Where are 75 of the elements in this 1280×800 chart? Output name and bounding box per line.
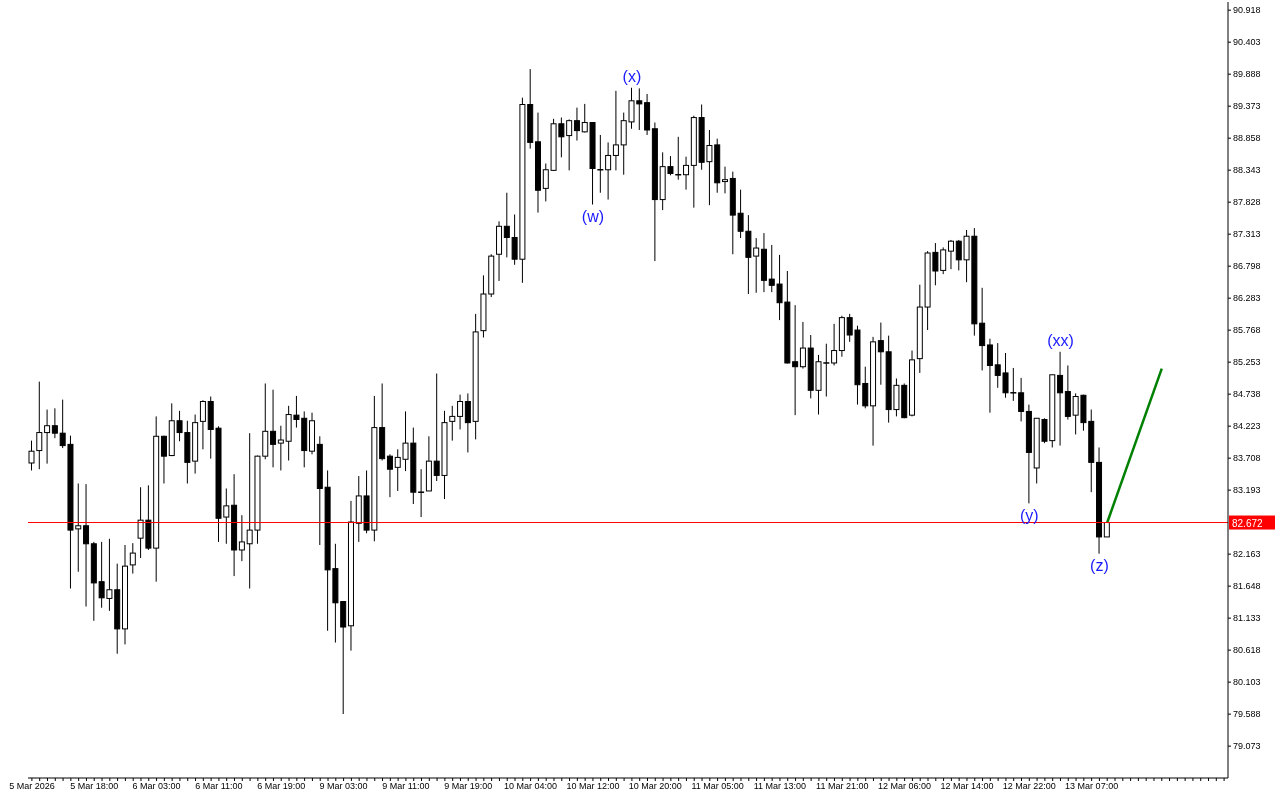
y-tick-label: 84.738 xyxy=(1233,389,1261,400)
candlestick xyxy=(51,407,58,439)
candlestick xyxy=(1018,377,1025,422)
x-tick-label: 5 Mar 18:00 xyxy=(70,781,119,792)
candlestick xyxy=(270,389,277,468)
candlestick xyxy=(947,239,954,270)
x-tick-label: 12 Mar 14:00 xyxy=(940,781,994,792)
candlestick xyxy=(986,338,993,414)
y-tick-label: 83.708 xyxy=(1233,453,1261,464)
candlestick xyxy=(28,440,35,471)
candlestick xyxy=(792,304,799,416)
y-tick-label: 85.768 xyxy=(1233,325,1261,336)
candlestick xyxy=(457,394,464,430)
y-tick-label: 90.403 xyxy=(1233,37,1261,48)
candlestick xyxy=(605,141,612,201)
x-tick-label: 11 Mar 13:00 xyxy=(753,781,807,792)
x-tick-label: 11 Mar 05:00 xyxy=(691,781,744,792)
y-tick-label: 81.133 xyxy=(1233,613,1261,624)
candlestick xyxy=(722,166,729,194)
candlestick xyxy=(573,107,580,142)
candlestick xyxy=(238,514,245,562)
x-tick-label: 9 Mar 03:00 xyxy=(319,781,368,792)
ref-line-label: 82.672 xyxy=(1232,517,1264,529)
y-tick-label: 88.858 xyxy=(1233,133,1261,144)
candlestick xyxy=(464,392,471,453)
y-tick-label: 79.588 xyxy=(1233,709,1261,720)
candlestick xyxy=(831,323,838,366)
y-tick-label: 87.828 xyxy=(1233,197,1261,208)
annotation: (x) xyxy=(622,67,642,85)
annotation: (w) xyxy=(581,207,605,225)
x-tick-label: 10 Mar 12:00 xyxy=(566,781,620,792)
candlestick xyxy=(83,483,90,608)
annotation: (z) xyxy=(1090,557,1109,575)
y-tick-label: 81.648 xyxy=(1233,581,1261,592)
y-tick-label: 85.253 xyxy=(1233,357,1261,368)
y-tick-label: 86.283 xyxy=(1233,293,1261,304)
candlestick xyxy=(596,134,605,194)
candlestick xyxy=(129,542,136,575)
x-tick-label: 9 Mar 11:00 xyxy=(382,781,430,792)
candlestick xyxy=(683,156,690,191)
y-tick-label: 89.373 xyxy=(1233,101,1261,112)
x-tick-label: 6 Mar 11:00 xyxy=(195,781,243,792)
candlestick xyxy=(417,468,425,518)
candlestick xyxy=(1057,351,1064,447)
y-tick-label: 88.343 xyxy=(1233,165,1261,176)
y-tick-label: 83.193 xyxy=(1233,485,1261,496)
candlestick xyxy=(199,399,206,450)
candlestick xyxy=(612,90,619,171)
x-tick-label: 10 Mar 20:00 xyxy=(628,781,682,792)
candlestick xyxy=(44,409,51,465)
candlestick xyxy=(449,405,456,442)
y-tick-label: 87.313 xyxy=(1233,229,1261,240)
x-tick-label: 6 Mar 19:00 xyxy=(257,781,306,792)
y-tick-label: 82.163 xyxy=(1233,549,1261,560)
candlestick xyxy=(799,321,806,370)
x-tick-label: 12 Mar 06:00 xyxy=(878,781,932,792)
x-tick-label: 11 Mar 21:00 xyxy=(816,781,869,792)
y-tick-label: 90.918 xyxy=(1233,5,1261,16)
x-tick-label: 10 Mar 04:00 xyxy=(504,781,558,792)
y-tick-label: 89.888 xyxy=(1233,69,1261,80)
y-tick-label: 79.073 xyxy=(1233,741,1261,752)
y-tick-label: 84.223 xyxy=(1233,421,1261,432)
y-tick-label: 86.798 xyxy=(1233,261,1261,272)
candlestick xyxy=(36,381,43,470)
annotation: (y) xyxy=(1019,506,1039,524)
candlestick xyxy=(386,453,393,498)
x-tick-label: 9 Mar 19:00 xyxy=(444,781,493,792)
y-tick-label: 80.618 xyxy=(1233,645,1261,656)
x-tick-label: 13 Mar 07:00 xyxy=(1065,781,1119,792)
x-tick-label: 5 Mar 2026 xyxy=(9,781,55,792)
candlestick xyxy=(160,435,167,485)
annotation: (xx) xyxy=(1047,331,1074,349)
x-tick-label: 12 Mar 22:00 xyxy=(1002,781,1056,792)
x-tick-label: 6 Mar 03:00 xyxy=(132,781,181,792)
y-tick-label: 80.103 xyxy=(1233,677,1261,688)
